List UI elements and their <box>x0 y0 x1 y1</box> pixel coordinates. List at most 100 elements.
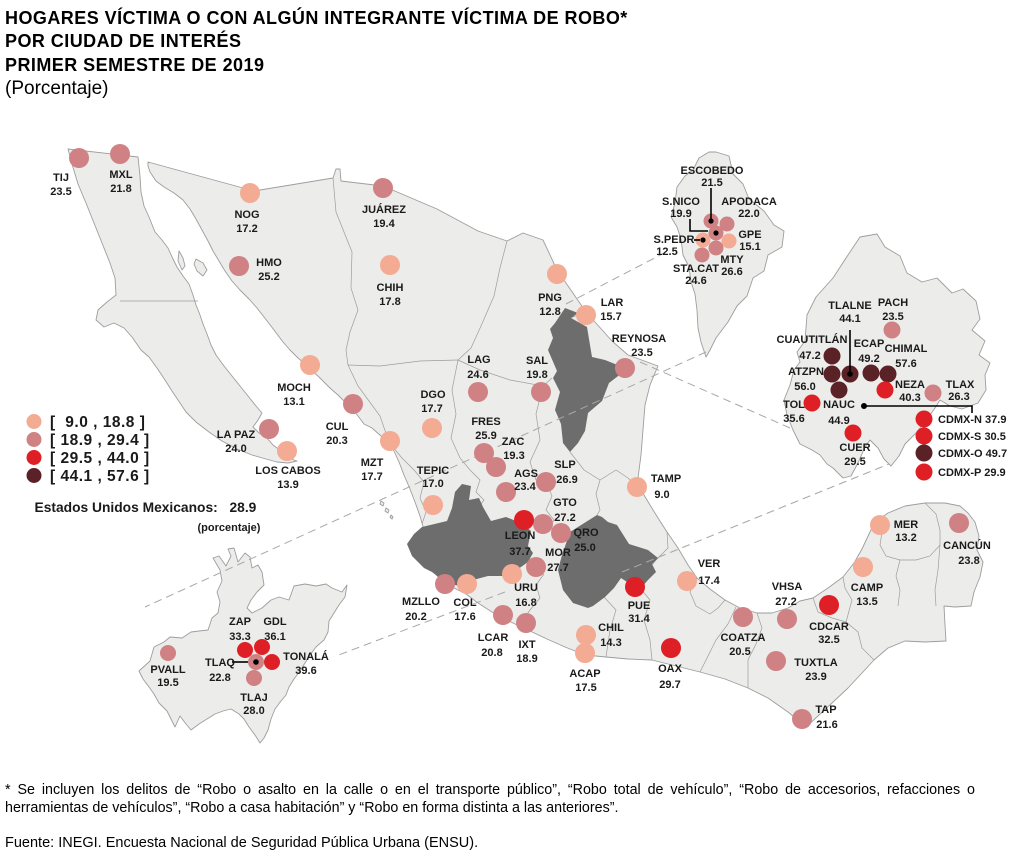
svg-text:13.9: 13.9 <box>277 479 298 491</box>
svg-text:26.6: 26.6 <box>721 266 742 278</box>
svg-text:23.5: 23.5 <box>50 186 71 198</box>
svg-text:23.9: 23.9 <box>805 671 826 683</box>
svg-text:40.3: 40.3 <box>899 392 920 404</box>
svg-text:22.0: 22.0 <box>738 208 759 220</box>
svg-text:CUL: CUL <box>326 421 349 433</box>
svg-text:[ 9.0 , 18.8 ]: [ 9.0 , 18.8 ] <box>50 414 145 431</box>
svg-text:S.PEDR: S.PEDR <box>654 234 695 246</box>
svg-text:17.4: 17.4 <box>698 575 720 587</box>
svg-text:CHIL: CHIL <box>598 622 624 634</box>
svg-text:[ 29.5 , 44.0 ]: [ 29.5 , 44.0 ] <box>50 450 150 467</box>
svg-text:24.0: 24.0 <box>225 443 246 455</box>
svg-text:12.8: 12.8 <box>539 306 560 318</box>
svg-text:JUÁREZ: JUÁREZ <box>362 203 406 216</box>
svg-text:LAG: LAG <box>467 354 490 366</box>
svg-text:17.8: 17.8 <box>379 296 400 308</box>
svg-text:S.NICO: S.NICO <box>662 196 700 208</box>
svg-text:14.3: 14.3 <box>600 637 621 649</box>
svg-text:VER: VER <box>698 558 721 570</box>
svg-text:CHIMAL: CHIMAL <box>885 343 928 355</box>
svg-text:OAX: OAX <box>658 663 683 675</box>
svg-text:SLP: SLP <box>554 459 575 471</box>
svg-text:NEZA: NEZA <box>895 379 925 391</box>
svg-text:CUER: CUER <box>839 442 870 454</box>
svg-text:17.0: 17.0 <box>422 478 443 490</box>
svg-text:44.1: 44.1 <box>839 313 860 325</box>
svg-text:AGS: AGS <box>514 468 538 480</box>
svg-text:Estados Unidos Mexicanos:: Estados Unidos Mexicanos: <box>35 500 218 515</box>
svg-text:GDL: GDL <box>263 616 287 628</box>
svg-text:47.2: 47.2 <box>799 350 820 362</box>
svg-text:22.8: 22.8 <box>209 672 230 684</box>
svg-text:19.4: 19.4 <box>373 218 395 230</box>
svg-text:FRES: FRES <box>471 416 500 428</box>
svg-text:CDCAR: CDCAR <box>809 621 849 633</box>
svg-text:20.2: 20.2 <box>405 611 426 623</box>
svg-text:TLAX: TLAX <box>946 379 975 391</box>
svg-text:36.1: 36.1 <box>264 631 285 643</box>
svg-text:24.6: 24.6 <box>467 369 488 381</box>
svg-text:20.8: 20.8 <box>481 647 502 659</box>
svg-text:[ 18.9 , 29.4 ]: [ 18.9 , 29.4 ] <box>50 432 150 449</box>
svg-text:25.2: 25.2 <box>258 271 279 283</box>
svg-text:25.0: 25.0 <box>574 542 595 554</box>
svg-text:37.7: 37.7 <box>509 546 530 558</box>
svg-text:TLAJ: TLAJ <box>240 692 268 704</box>
svg-text:27.2: 27.2 <box>775 596 796 608</box>
svg-text:CAMP: CAMP <box>851 582 883 594</box>
svg-text:TLALNE: TLALNE <box>828 300 871 312</box>
svg-text:25.9: 25.9 <box>475 430 496 442</box>
svg-text:44.9: 44.9 <box>828 415 849 427</box>
svg-text:13.1: 13.1 <box>283 396 304 408</box>
svg-text:LOS CABOS: LOS CABOS <box>255 465 320 477</box>
svg-text:27.2: 27.2 <box>554 512 575 524</box>
svg-text:19.8: 19.8 <box>526 369 547 381</box>
svg-text:ECAP: ECAP <box>854 338 885 350</box>
svg-text:COL: COL <box>453 597 477 609</box>
svg-text:ATZPN: ATZPN <box>788 366 824 378</box>
svg-text:39.6: 39.6 <box>295 665 316 677</box>
svg-text:49.2: 49.2 <box>858 353 879 365</box>
svg-text:CDMX-P 29.9: CDMX-P 29.9 <box>938 467 1006 479</box>
svg-text:TONALÁ: TONALÁ <box>283 650 329 663</box>
svg-text:TEPIC: TEPIC <box>417 465 449 477</box>
svg-text:LA PAZ: LA PAZ <box>217 429 256 441</box>
svg-text:9.0: 9.0 <box>654 489 669 501</box>
svg-text:HMO: HMO <box>256 257 282 269</box>
svg-text:16.8: 16.8 <box>515 597 536 609</box>
svg-text:ESCOBEDO: ESCOBEDO <box>681 165 744 177</box>
svg-text:LAR: LAR <box>601 297 624 309</box>
svg-text:17.7: 17.7 <box>361 471 382 483</box>
svg-text:26.3: 26.3 <box>948 391 969 403</box>
svg-text:18.9: 18.9 <box>516 653 537 665</box>
svg-text:LEON: LEON <box>505 530 536 542</box>
svg-text:TIJ: TIJ <box>53 172 69 184</box>
svg-text:21.5: 21.5 <box>701 177 722 189</box>
svg-text:33.3: 33.3 <box>229 631 250 643</box>
svg-text:19.9: 19.9 <box>670 208 691 220</box>
svg-text:LCAR: LCAR <box>478 632 509 644</box>
svg-text:CANCÚN: CANCÚN <box>943 539 991 552</box>
svg-text:24.6: 24.6 <box>685 275 706 287</box>
svg-text:56.0: 56.0 <box>794 381 815 393</box>
svg-text:35.6: 35.6 <box>783 413 804 425</box>
svg-text:15.1: 15.1 <box>739 241 760 253</box>
svg-text:28.9: 28.9 <box>230 500 257 515</box>
svg-text:26.9: 26.9 <box>556 474 577 486</box>
svg-text:[ 44.1 , 57.6 ]: [ 44.1 , 57.6 ] <box>50 468 150 485</box>
svg-text:VHSA: VHSA <box>772 581 803 593</box>
svg-text:GTO: GTO <box>553 497 577 509</box>
svg-text:CUAUTITLÁN: CUAUTITLÁN <box>777 333 848 346</box>
svg-text:STA.CAT: STA.CAT <box>673 263 719 275</box>
svg-text:28.0: 28.0 <box>243 705 264 717</box>
svg-text:SAL: SAL <box>526 355 548 367</box>
svg-text:TOL: TOL <box>783 399 805 411</box>
svg-text:23.5: 23.5 <box>631 347 652 359</box>
svg-text:MZT: MZT <box>361 457 384 469</box>
svg-text:12.5: 12.5 <box>656 246 677 258</box>
svg-text:QRO: QRO <box>573 527 599 539</box>
svg-text:NAUC: NAUC <box>823 399 855 411</box>
svg-text:23.5: 23.5 <box>882 311 903 323</box>
svg-text:(porcentaje): (porcentaje) <box>198 522 261 534</box>
svg-text:MXL: MXL <box>109 169 133 181</box>
